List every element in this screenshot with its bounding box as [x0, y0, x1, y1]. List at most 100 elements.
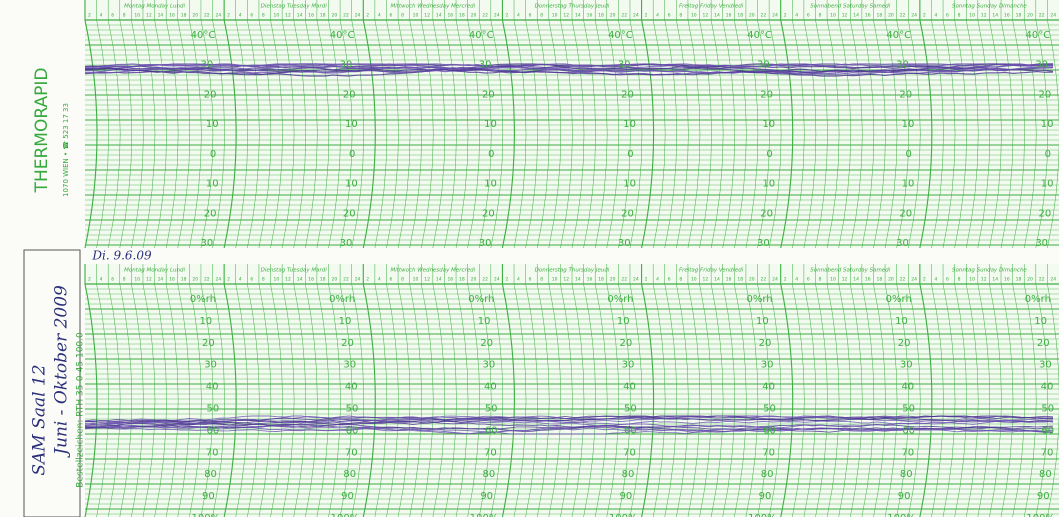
time-line	[641, 0, 655, 249]
scale-label: 70	[345, 447, 358, 458]
time-line	[560, 264, 573, 517]
scale-label: 10	[617, 316, 630, 327]
hour-label: 10	[830, 13, 836, 19]
hour-label: 8	[540, 277, 543, 283]
time-line	[792, 264, 805, 517]
time-line	[977, 264, 991, 517]
time-line	[107, 264, 121, 517]
hour-label: 8	[958, 277, 961, 283]
trace	[84, 67, 1054, 77]
scale-label: 20	[899, 89, 912, 100]
hour-label: 22	[900, 277, 906, 283]
hour-label: 20	[888, 277, 894, 283]
hour-label: 8	[123, 13, 126, 19]
day-label: Donnerstag Thursday Jeudi	[535, 268, 610, 274]
hour-label: 4	[795, 277, 798, 283]
time-line	[1023, 264, 1037, 517]
hour-label: 6	[807, 277, 810, 283]
time-line	[1000, 264, 1014, 517]
hour-label: 6	[807, 13, 810, 19]
scale-label: 80	[204, 469, 217, 480]
time-line	[884, 0, 898, 249]
hour-label: 12	[424, 13, 430, 19]
hour-label: 2	[88, 277, 91, 283]
time-line	[652, 0, 666, 249]
time-line	[618, 0, 631, 249]
time-line	[629, 0, 643, 249]
time-line	[629, 264, 643, 517]
scale-label: 30	[340, 60, 353, 71]
scale-label: 20	[343, 89, 356, 100]
scale-label: 0%rh	[886, 294, 912, 305]
hour-label: 20	[749, 13, 755, 19]
scale-label: 10	[902, 119, 915, 130]
hour-label: 10	[969, 277, 975, 283]
hour-label: 24	[633, 13, 639, 19]
time-line	[212, 0, 225, 249]
hour-label: 12	[563, 13, 569, 19]
order-code: Bestellzeichen: RTH 35-0-45 100.0	[76, 332, 86, 488]
hour-label: 24	[216, 277, 222, 283]
time-line	[397, 264, 411, 517]
note-box	[23, 249, 81, 517]
time-line	[455, 264, 469, 517]
scale-label: 10	[339, 316, 352, 327]
hour-label: 8	[401, 13, 404, 19]
hour-label: 16	[308, 277, 314, 283]
hour-label: 20	[332, 277, 338, 283]
trace	[84, 422, 1054, 432]
hour-label: 2	[227, 277, 230, 283]
scale-label: 0	[627, 149, 633, 160]
scale-label: 100%	[609, 513, 638, 517]
hour-label: 8	[262, 277, 265, 283]
time-line	[641, 264, 655, 517]
hour-label: 20	[1027, 13, 1033, 19]
scale-label: 100%	[331, 513, 360, 517]
time-line	[501, 0, 515, 249]
scale-label: 20	[343, 208, 356, 219]
hour-label: 16	[308, 13, 314, 19]
hour-label: 18	[1016, 277, 1022, 283]
scale-label: 10	[623, 179, 636, 190]
time-line	[606, 264, 620, 517]
hour-label: 8	[401, 277, 404, 283]
scale-label: 0	[1045, 149, 1051, 160]
scale-label: 10	[895, 316, 908, 327]
scale-label: 20	[341, 338, 354, 349]
time-line	[699, 0, 712, 249]
hour-label: 12	[842, 277, 848, 283]
scale-label: 10	[206, 119, 219, 130]
hour-label: 22	[621, 13, 627, 19]
time-line	[247, 0, 260, 249]
hour-label: 6	[946, 13, 949, 19]
scale-label: 20	[898, 338, 911, 349]
time-line	[96, 0, 109, 249]
hour-label: 12	[146, 277, 152, 283]
scale-label: 0	[766, 149, 772, 160]
scale-label: 50	[485, 404, 498, 415]
time-line	[223, 0, 237, 249]
scale-label: 30	[204, 360, 217, 371]
hour-label: 10	[691, 13, 697, 19]
time-line	[84, 0, 98, 249]
time-line	[664, 264, 678, 517]
time-line	[270, 0, 283, 249]
scale-label: 30	[1039, 360, 1052, 371]
hour-label: 14	[575, 13, 581, 19]
hour-label: 12	[981, 13, 987, 19]
scale-label: 0%rh	[190, 294, 216, 305]
day-label: Sonnabend Saturday Samedi	[810, 268, 891, 274]
scale-label: 30	[900, 360, 913, 371]
hour-label: 2	[366, 277, 369, 283]
hour-label: 20	[332, 13, 338, 19]
time-line	[734, 264, 747, 517]
hour-label: 14	[158, 13, 164, 19]
day-label: Mittwoch Wednesday Mercredi	[391, 4, 476, 10]
hour-label: 2	[784, 277, 787, 283]
scale-label: 80	[622, 469, 635, 480]
time-line	[490, 264, 504, 517]
handwritten-date: Di. 9.6.09	[91, 249, 152, 263]
brand: THERMORAPID	[32, 68, 52, 194]
hour-label: 10	[134, 13, 140, 19]
